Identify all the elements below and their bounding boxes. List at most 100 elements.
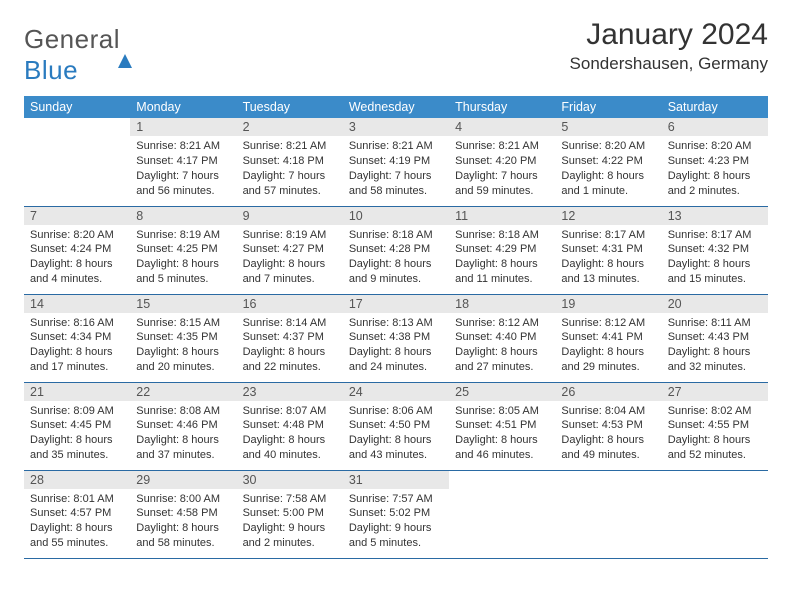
day-content: Sunrise: 8:08 AMSunset: 4:46 PMDaylight:…: [130, 401, 236, 467]
sunset-text: Sunset: 4:37 PM: [243, 330, 337, 345]
day-content: Sunrise: 8:21 AMSunset: 4:17 PMDaylight:…: [130, 136, 236, 202]
sunrise-text: Sunrise: 8:02 AM: [668, 404, 762, 419]
calendar-cell: 26Sunrise: 8:04 AMSunset: 4:53 PMDayligh…: [555, 382, 661, 470]
daylight-text: Daylight: 8 hours and 32 minutes.: [668, 345, 762, 375]
daylight-text: Daylight: 8 hours and 1 minute.: [561, 169, 655, 199]
sunrise-text: Sunrise: 7:58 AM: [243, 492, 337, 507]
sunrise-text: Sunrise: 8:12 AM: [561, 316, 655, 331]
day-number: 17: [343, 295, 449, 313]
sunrise-text: Sunrise: 7:57 AM: [349, 492, 443, 507]
calendar-cell: 15Sunrise: 8:15 AMSunset: 4:35 PMDayligh…: [130, 294, 236, 382]
day-number: 28: [24, 471, 130, 489]
daylight-text: Daylight: 8 hours and 17 minutes.: [30, 345, 124, 375]
daylight-text: Daylight: 8 hours and 24 minutes.: [349, 345, 443, 375]
sunrise-text: Sunrise: 8:21 AM: [455, 139, 549, 154]
calendar-cell: 1Sunrise: 8:21 AMSunset: 4:17 PMDaylight…: [130, 118, 236, 206]
day-number: 20: [662, 295, 768, 313]
sunrise-text: Sunrise: 8:21 AM: [243, 139, 337, 154]
day-content: Sunrise: 8:20 AMSunset: 4:24 PMDaylight:…: [24, 225, 130, 291]
sunrise-text: Sunrise: 8:17 AM: [561, 228, 655, 243]
day-content: Sunrise: 8:13 AMSunset: 4:38 PMDaylight:…: [343, 313, 449, 379]
day-number: 18: [449, 295, 555, 313]
day-content: Sunrise: 8:05 AMSunset: 4:51 PMDaylight:…: [449, 401, 555, 467]
calendar-cell: 12Sunrise: 8:17 AMSunset: 4:31 PMDayligh…: [555, 206, 661, 294]
calendar-table: Sunday Monday Tuesday Wednesday Thursday…: [24, 96, 768, 559]
sunset-text: Sunset: 4:43 PM: [668, 330, 762, 345]
calendar-cell: 19Sunrise: 8:12 AMSunset: 4:41 PMDayligh…: [555, 294, 661, 382]
day-number: 5: [555, 118, 661, 136]
daylight-text: Daylight: 8 hours and 4 minutes.: [30, 257, 124, 287]
sunset-text: Sunset: 4:58 PM: [136, 506, 230, 521]
daylight-text: Daylight: 8 hours and 43 minutes.: [349, 433, 443, 463]
calendar-head: Sunday Monday Tuesday Wednesday Thursday…: [24, 96, 768, 118]
calendar-cell: 21Sunrise: 8:09 AMSunset: 4:45 PMDayligh…: [24, 382, 130, 470]
calendar-cell: 30Sunrise: 7:58 AMSunset: 5:00 PMDayligh…: [237, 470, 343, 558]
sunrise-text: Sunrise: 8:05 AM: [455, 404, 549, 419]
daylight-text: Daylight: 8 hours and 2 minutes.: [668, 169, 762, 199]
day-content: Sunrise: 8:09 AMSunset: 4:45 PMDaylight:…: [24, 401, 130, 467]
day-number: 21: [24, 383, 130, 401]
sunrise-text: Sunrise: 8:21 AM: [349, 139, 443, 154]
daylight-text: Daylight: 8 hours and 37 minutes.: [136, 433, 230, 463]
calendar-cell: 8Sunrise: 8:19 AMSunset: 4:25 PMDaylight…: [130, 206, 236, 294]
calendar-cell: 14Sunrise: 8:16 AMSunset: 4:34 PMDayligh…: [24, 294, 130, 382]
daylight-text: Daylight: 9 hours and 5 minutes.: [349, 521, 443, 551]
calendar-cell: [662, 470, 768, 558]
day-number: 16: [237, 295, 343, 313]
calendar-cell: [449, 470, 555, 558]
sunrise-text: Sunrise: 8:20 AM: [30, 228, 124, 243]
calendar-cell: 23Sunrise: 8:07 AMSunset: 4:48 PMDayligh…: [237, 382, 343, 470]
sunrise-text: Sunrise: 8:06 AM: [349, 404, 443, 419]
daylight-text: Daylight: 8 hours and 55 minutes.: [30, 521, 124, 551]
sunrise-text: Sunrise: 8:11 AM: [668, 316, 762, 331]
daylight-text: Daylight: 8 hours and 22 minutes.: [243, 345, 337, 375]
day-content: Sunrise: 8:20 AMSunset: 4:23 PMDaylight:…: [662, 136, 768, 202]
calendar-cell: 6Sunrise: 8:20 AMSunset: 4:23 PMDaylight…: [662, 118, 768, 206]
day-content: Sunrise: 8:01 AMSunset: 4:57 PMDaylight:…: [24, 489, 130, 555]
day-number: 15: [130, 295, 236, 313]
calendar-cell: 24Sunrise: 8:06 AMSunset: 4:50 PMDayligh…: [343, 382, 449, 470]
calendar-row: 21Sunrise: 8:09 AMSunset: 4:45 PMDayligh…: [24, 382, 768, 470]
day-content: Sunrise: 8:17 AMSunset: 4:31 PMDaylight:…: [555, 225, 661, 291]
day-content: Sunrise: 8:15 AMSunset: 4:35 PMDaylight:…: [130, 313, 236, 379]
sunset-text: Sunset: 4:51 PM: [455, 418, 549, 433]
sunset-text: Sunset: 4:45 PM: [30, 418, 124, 433]
location-label: Sondershausen, Germany: [570, 54, 768, 74]
sunrise-text: Sunrise: 8:17 AM: [668, 228, 762, 243]
day-number: [449, 471, 555, 475]
calendar-cell: 28Sunrise: 8:01 AMSunset: 4:57 PMDayligh…: [24, 470, 130, 558]
sunset-text: Sunset: 4:24 PM: [30, 242, 124, 257]
day-number: 1: [130, 118, 236, 136]
day-number: 13: [662, 207, 768, 225]
daylight-text: Daylight: 8 hours and 35 minutes.: [30, 433, 124, 463]
sunset-text: Sunset: 4:57 PM: [30, 506, 124, 521]
day-content: Sunrise: 8:21 AMSunset: 4:18 PMDaylight:…: [237, 136, 343, 202]
daylight-text: Daylight: 8 hours and 40 minutes.: [243, 433, 337, 463]
sunrise-text: Sunrise: 8:18 AM: [455, 228, 549, 243]
calendar-cell: 4Sunrise: 8:21 AMSunset: 4:20 PMDaylight…: [449, 118, 555, 206]
calendar-cell: 10Sunrise: 8:18 AMSunset: 4:28 PMDayligh…: [343, 206, 449, 294]
sunset-text: Sunset: 4:41 PM: [561, 330, 655, 345]
day-number: 29: [130, 471, 236, 489]
daylight-text: Daylight: 8 hours and 15 minutes.: [668, 257, 762, 287]
sunset-text: Sunset: 4:40 PM: [455, 330, 549, 345]
sunset-text: Sunset: 4:35 PM: [136, 330, 230, 345]
weekday-header: Wednesday: [343, 96, 449, 118]
daylight-text: Daylight: 8 hours and 46 minutes.: [455, 433, 549, 463]
day-content: Sunrise: 8:19 AMSunset: 4:27 PMDaylight:…: [237, 225, 343, 291]
day-number: 10: [343, 207, 449, 225]
brand-mark-icon: [118, 24, 132, 68]
brand-text: General Blue: [24, 24, 132, 86]
sunset-text: Sunset: 5:00 PM: [243, 506, 337, 521]
day-number: [24, 118, 130, 122]
calendar-cell: 9Sunrise: 8:19 AMSunset: 4:27 PMDaylight…: [237, 206, 343, 294]
day-number: 23: [237, 383, 343, 401]
sunrise-text: Sunrise: 8:18 AM: [349, 228, 443, 243]
sunrise-text: Sunrise: 8:04 AM: [561, 404, 655, 419]
calendar-cell: [555, 470, 661, 558]
daylight-text: Daylight: 8 hours and 11 minutes.: [455, 257, 549, 287]
day-number: 19: [555, 295, 661, 313]
daylight-text: Daylight: 8 hours and 9 minutes.: [349, 257, 443, 287]
day-number: 31: [343, 471, 449, 489]
day-number: [662, 471, 768, 475]
